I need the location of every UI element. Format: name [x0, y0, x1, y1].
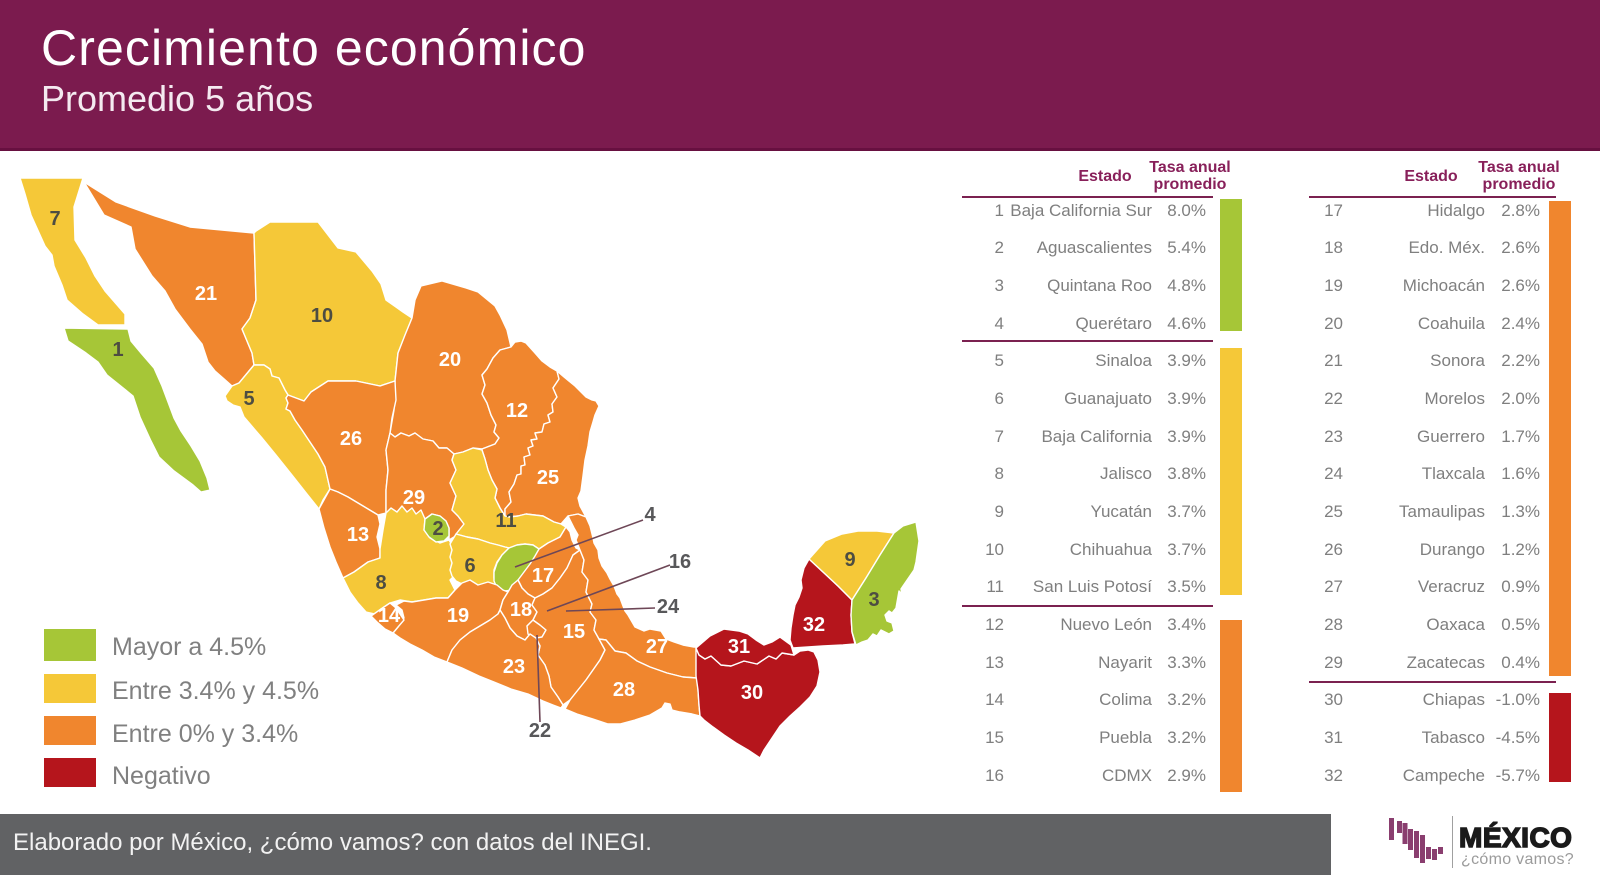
- svg-text:4: 4: [644, 504, 656, 526]
- svg-text:23: 23: [503, 656, 525, 678]
- svg-text:22: 22: [529, 720, 551, 742]
- svg-text:21: 21: [195, 283, 217, 305]
- svg-text:14: 14: [378, 605, 401, 627]
- svg-text:2: 2: [432, 518, 443, 540]
- svg-text:27: 27: [646, 636, 668, 658]
- svg-text:13: 13: [347, 524, 369, 546]
- svg-text:32: 32: [803, 614, 825, 636]
- svg-text:19: 19: [447, 605, 469, 627]
- svg-text:17: 17: [532, 565, 554, 587]
- svg-text:30: 30: [741, 682, 763, 704]
- svg-text:9: 9: [844, 549, 855, 571]
- svg-text:5: 5: [243, 388, 254, 410]
- svg-text:28: 28: [613, 679, 635, 701]
- svg-text:6: 6: [464, 555, 475, 577]
- svg-text:10: 10: [311, 305, 333, 327]
- svg-text:24: 24: [657, 596, 680, 618]
- svg-text:8: 8: [375, 572, 386, 594]
- svg-text:26: 26: [340, 428, 362, 450]
- svg-text:11: 11: [495, 510, 516, 532]
- svg-text:7: 7: [49, 208, 60, 230]
- svg-text:3: 3: [868, 589, 879, 611]
- svg-text:15: 15: [563, 621, 585, 643]
- svg-text:18: 18: [510, 599, 532, 621]
- svg-text:12: 12: [506, 400, 528, 422]
- svg-text:16: 16: [669, 551, 691, 573]
- svg-text:31: 31: [728, 636, 750, 658]
- svg-text:25: 25: [537, 467, 559, 489]
- svg-text:20: 20: [439, 349, 461, 371]
- svg-text:29: 29: [403, 487, 425, 509]
- svg-text:1: 1: [112, 339, 123, 361]
